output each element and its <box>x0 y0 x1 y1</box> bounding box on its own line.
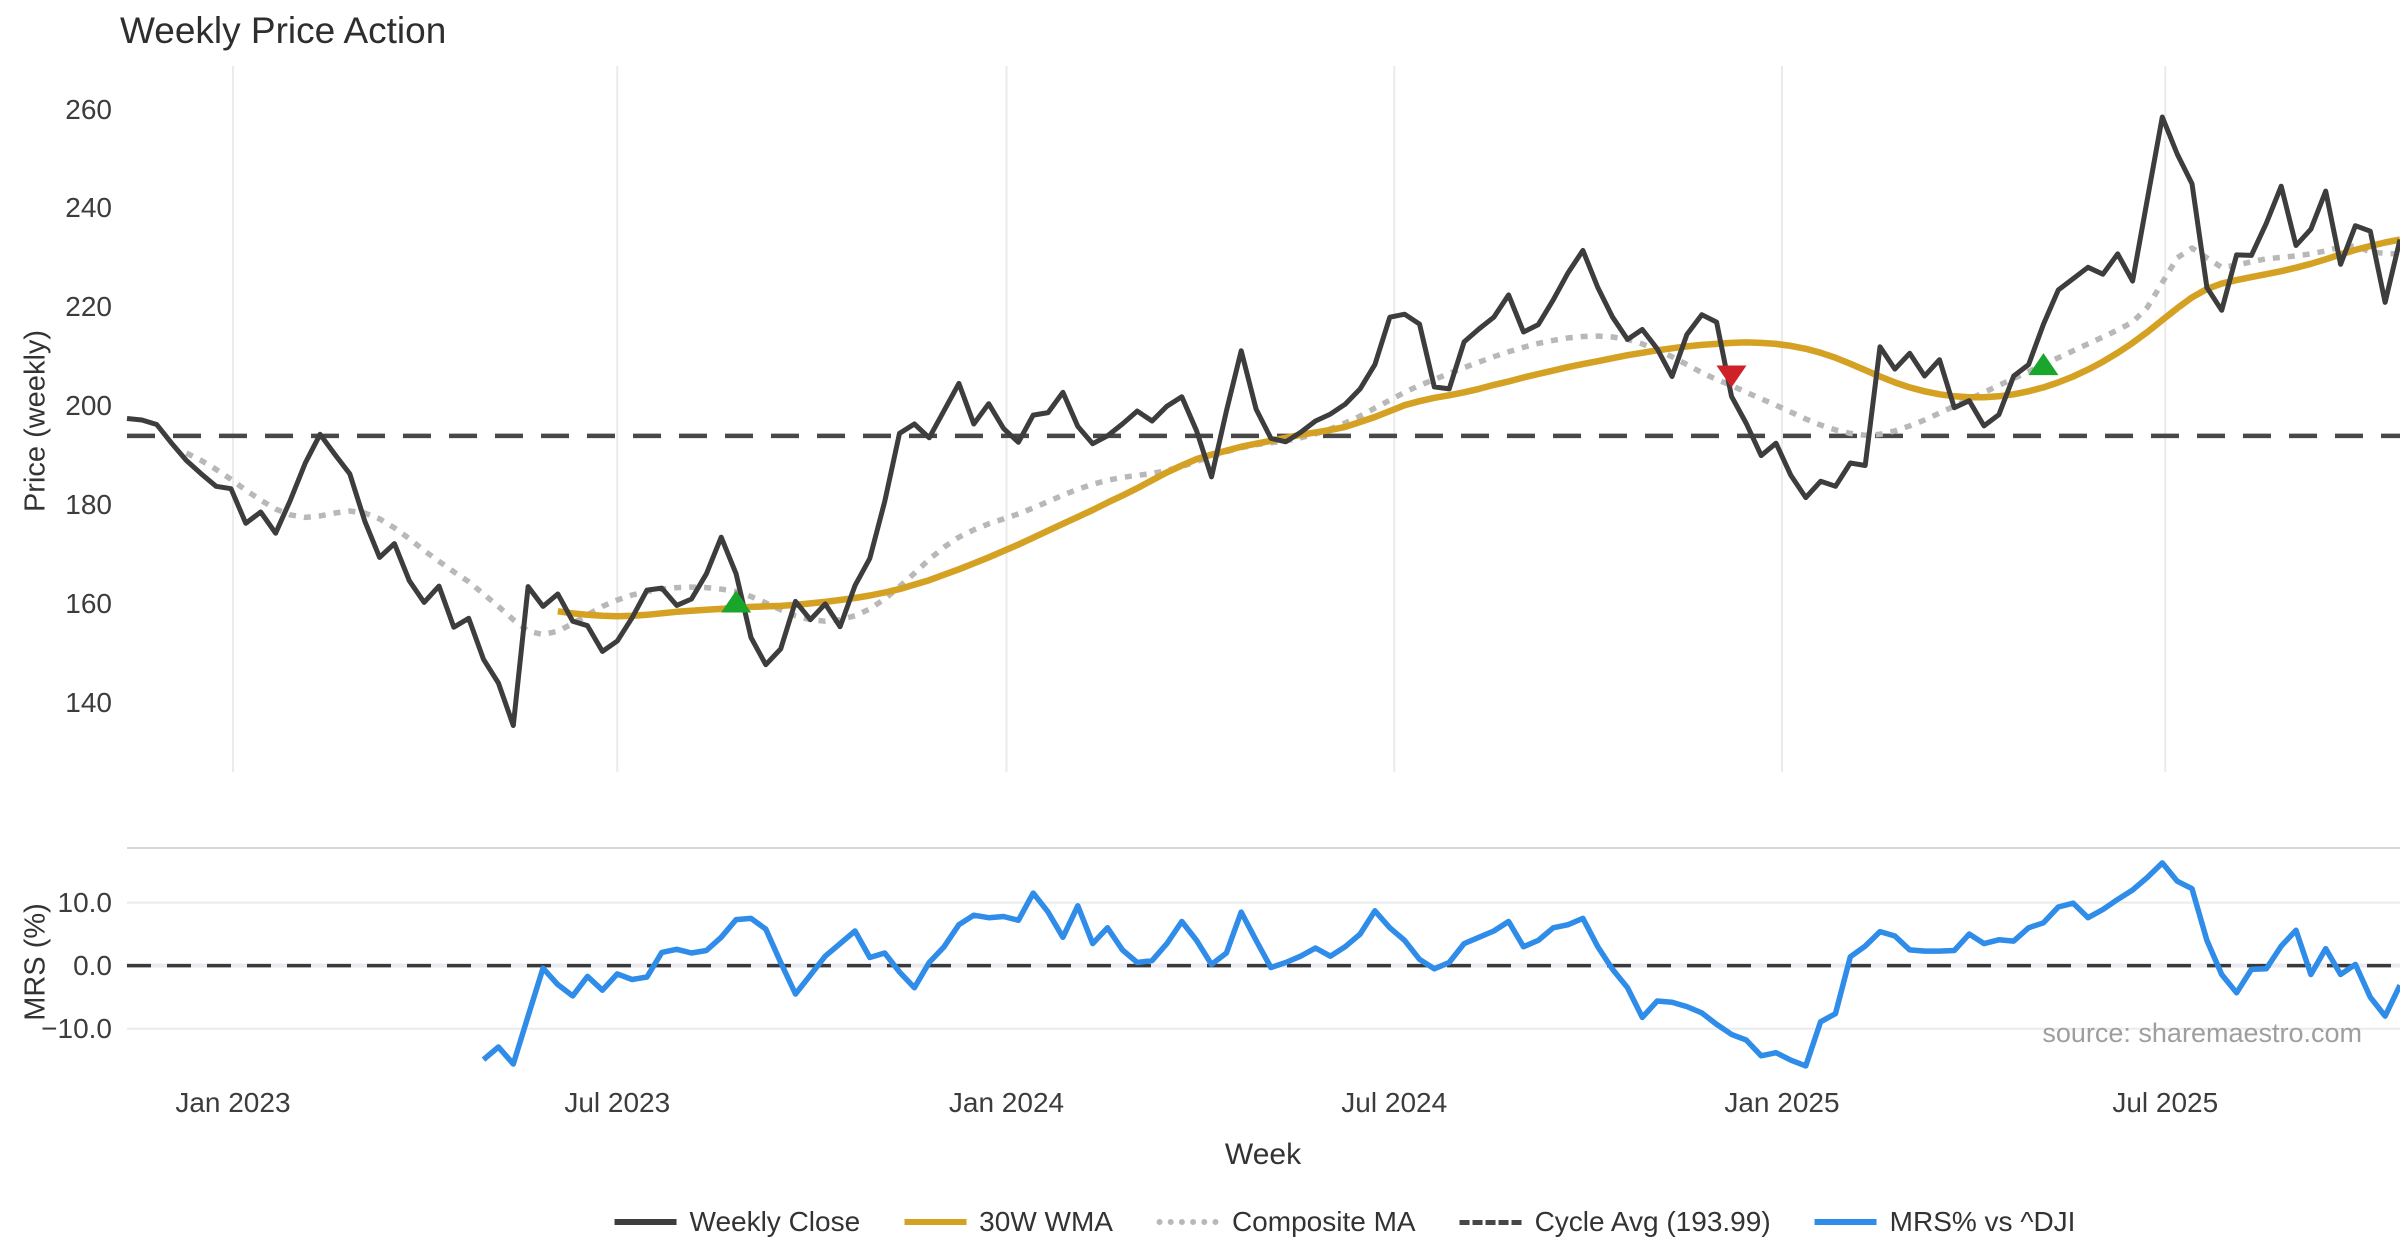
legend-label-weekly-close: Weekly Close <box>689 1206 861 1237</box>
signal-marker-up-0 <box>721 590 752 613</box>
mrs-tick--10: −10.0 <box>41 1012 112 1044</box>
legend-label-cycle-avg: Cycle Avg (193.99) <box>1534 1206 1771 1237</box>
x-tick-jul-2024: Jul 2024 <box>1341 1087 1448 1118</box>
mrs-vs-dji-line-swatch-icon <box>1814 1219 1877 1225</box>
legend-item-composite-ma[interactable]: Composite MA <box>1156 1206 1416 1238</box>
legend-label-mrs-vs-dji: MRS% vs ^DJI <box>1889 1206 2076 1237</box>
price-tick-160: 160 <box>65 587 112 619</box>
x-tick-jan-2023: Jan 2023 <box>175 1087 291 1118</box>
x-tick-jul-2025: Jul 2025 <box>2112 1087 2219 1118</box>
price-tick-240: 240 <box>65 192 112 224</box>
weekly-close-line-swatch-icon <box>614 1219 677 1225</box>
legend-label-wma-30w: 30W WMA <box>979 1206 1113 1237</box>
x-tick-jan-2024: Jan 2024 <box>948 1087 1065 1118</box>
legend: Weekly Close 30W WMA Composite MA Cycle Avg… <box>614 1206 2076 1238</box>
legend-item-mrs-vs-dji[interactable]: MRS% vs ^DJI <box>1814 1206 2076 1238</box>
price-tick-200: 200 <box>65 390 112 422</box>
composite-ma-line-swatch-icon <box>1156 1219 1219 1225</box>
legend-item-wma-30w[interactable]: 30W WMA <box>904 1206 1113 1238</box>
price-tick-180: 180 <box>65 489 112 521</box>
chart-title: Weekly Price Action <box>120 10 447 51</box>
price-tick-140: 140 <box>65 686 112 718</box>
series-composite-ma <box>185 243 2400 638</box>
cycle-avg-line-swatch-icon <box>1459 1219 1522 1225</box>
wma-30w-line-swatch-icon <box>904 1219 967 1225</box>
price-tick-220: 220 <box>65 291 112 323</box>
mrs-tick-10: 10.0 <box>57 886 113 918</box>
legend-item-cycle-avg[interactable]: Cycle Avg (193.99) <box>1459 1206 1771 1238</box>
signal-marker-up-2 <box>2028 353 2059 376</box>
x-tick-jul-2023: Jul 2023 <box>564 1087 671 1118</box>
legend-label-composite-ma: Composite MA <box>1231 1206 1416 1237</box>
legend-item-weekly-close[interactable]: Weekly Close <box>614 1206 861 1238</box>
series-weekly-close <box>126 114 2400 728</box>
source-note: source: sharemaestro.com <box>2042 1018 2362 1048</box>
series-mrs-vs-dji <box>481 860 2400 1069</box>
price-tick-260: 260 <box>65 93 112 125</box>
signal-marker-down-1 <box>1716 365 1747 388</box>
series-30w-wma <box>557 236 2400 620</box>
x-axis-title: Week <box>1224 1138 1302 1171</box>
x-tick-jan-2025: Jan 2025 <box>1724 1087 1840 1118</box>
mrs-tick-0: 0.0 <box>73 949 112 981</box>
